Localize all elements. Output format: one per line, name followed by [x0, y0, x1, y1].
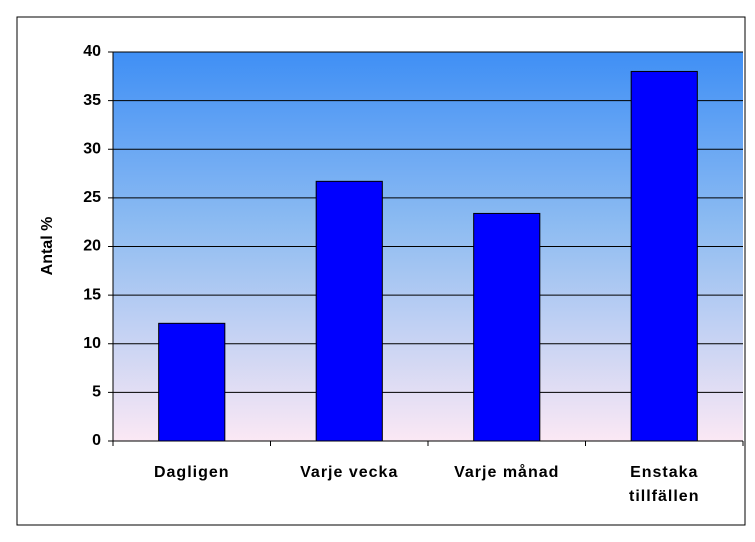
y-tick-label: 40: [83, 43, 101, 60]
bar: [630, 70, 698, 442]
x-tick-label: Varje månad: [454, 464, 560, 481]
y-tick-label: 35: [83, 92, 101, 109]
x-tick-label: Enstaka tillfällen: [629, 464, 700, 505]
y-tick-label: 25: [83, 189, 101, 206]
x-tick-label: Dagligen: [153, 464, 230, 481]
y-tick-label: 20: [83, 238, 101, 255]
bar: [158, 322, 226, 442]
bar: [315, 180, 383, 442]
y-tick-label: 10: [83, 335, 101, 352]
y-tick-label: 30: [83, 140, 101, 157]
y-tick-label: 5: [92, 384, 101, 401]
x-tick-label: Varje vecka: [300, 464, 399, 481]
y-tick-label: 0: [92, 432, 101, 449]
y-tick-label: 15: [83, 286, 101, 303]
bar: [473, 212, 541, 442]
y-axis-label: Antal %: [39, 217, 56, 276]
